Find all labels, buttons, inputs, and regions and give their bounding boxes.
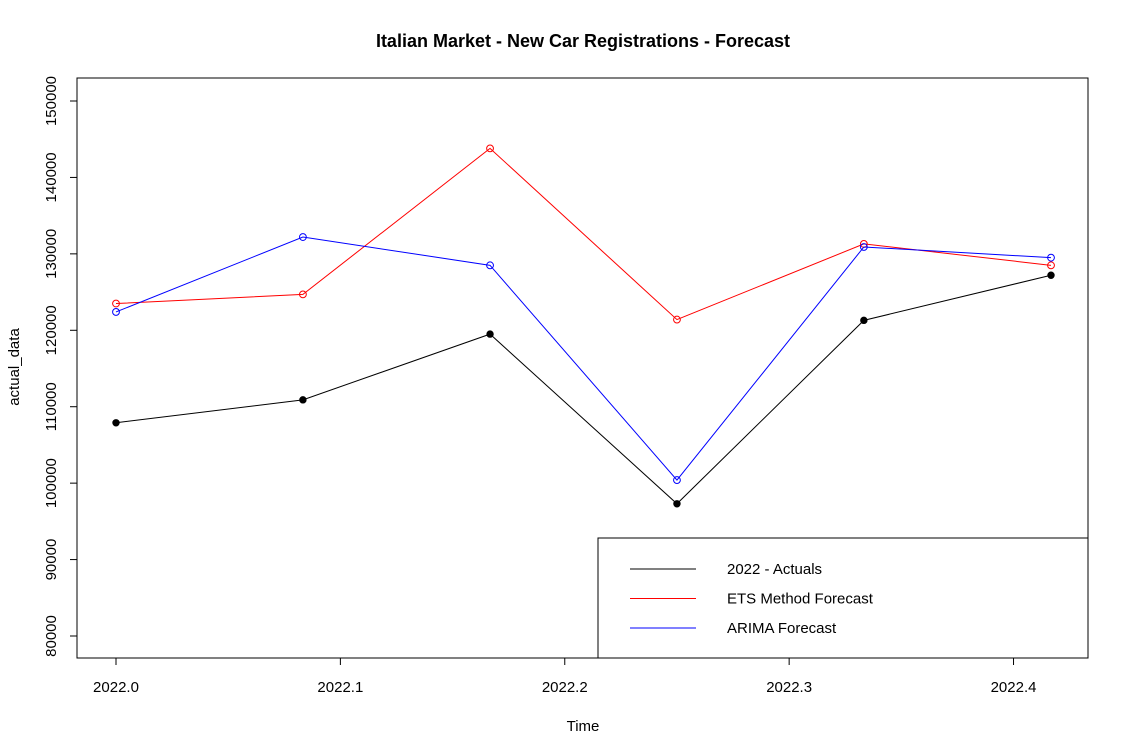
series-line-2 — [115, 236, 1052, 481]
series-point-2 — [486, 261, 494, 270]
x-tick-label: 2022.3 — [766, 679, 812, 696]
plot-frame — [76, 77, 1089, 659]
x-tick-label: 2022.4 — [991, 679, 1037, 696]
x-tick-label: 2022.0 — [93, 679, 139, 696]
y-tick-label: 110000 — [43, 382, 60, 431]
y-axis-label: actual_data — [6, 328, 23, 406]
y-tick-label: 100000 — [43, 458, 60, 508]
y-tick-label: 130000 — [43, 229, 60, 279]
legend-label: ETS Method Forecast — [727, 591, 874, 608]
series-point-1 — [112, 299, 120, 308]
x-tick-label: 2022.2 — [542, 679, 588, 696]
series-point-2 — [299, 233, 307, 241]
series-point-0 — [112, 419, 120, 427]
series-line-0 — [115, 274, 1052, 505]
y-tick-label: 150000 — [43, 76, 60, 126]
series-point-2 — [1047, 253, 1055, 262]
x-tick-label: 2022.1 — [317, 679, 363, 696]
y-tick-label: 80000 — [43, 615, 60, 657]
x-axis: 2022.0 2022.1 2022.2 2022.3 2022.4 — [93, 658, 1036, 696]
y-tick-label: 120000 — [43, 305, 60, 355]
series-point-1 — [299, 290, 307, 299]
legend: 2022 - Actuals ETS Method Forecast ARIMA F… — [597, 537, 1089, 659]
x-axis-label: Time — [567, 718, 600, 735]
series-point-1 — [486, 144, 494, 153]
series-point-0 — [486, 330, 494, 338]
y-axis: 80000 90000 100000 110000 120000 130000 140000… — [43, 76, 77, 657]
series-point-2 — [859, 243, 868, 251]
series-point-0 — [1047, 271, 1055, 279]
series-point-0 — [673, 500, 681, 508]
series-point-1 — [1047, 261, 1055, 270]
series-layer — [112, 144, 1055, 508]
series-point-2 — [112, 308, 120, 316]
legend-label: 2022 - Actuals — [727, 561, 822, 578]
series-point-1 — [673, 315, 681, 324]
legend-label: ARIMA Forecast — [727, 620, 837, 637]
y-tick-label: 140000 — [43, 152, 60, 202]
chart-title: Italian Market - New Car Registrations -… — [376, 31, 790, 51]
series-point-2 — [673, 476, 681, 484]
series-point-0 — [860, 316, 868, 325]
y-tick-label: 90000 — [43, 539, 60, 581]
series-point-0 — [299, 396, 307, 404]
series-line-1 — [115, 147, 1052, 321]
